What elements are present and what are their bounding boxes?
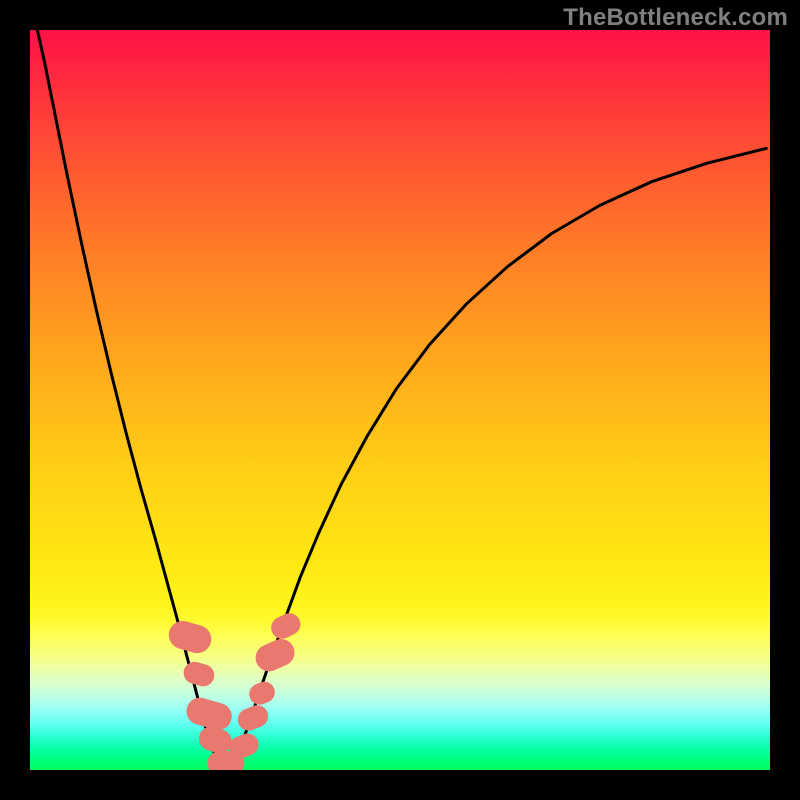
plot-area: [30, 30, 770, 770]
watermark-text: TheBottleneck.com: [563, 4, 788, 32]
curve-path: [37, 30, 766, 767]
plot-frame: [30, 30, 770, 770]
bottleneck-curve: [30, 30, 770, 770]
